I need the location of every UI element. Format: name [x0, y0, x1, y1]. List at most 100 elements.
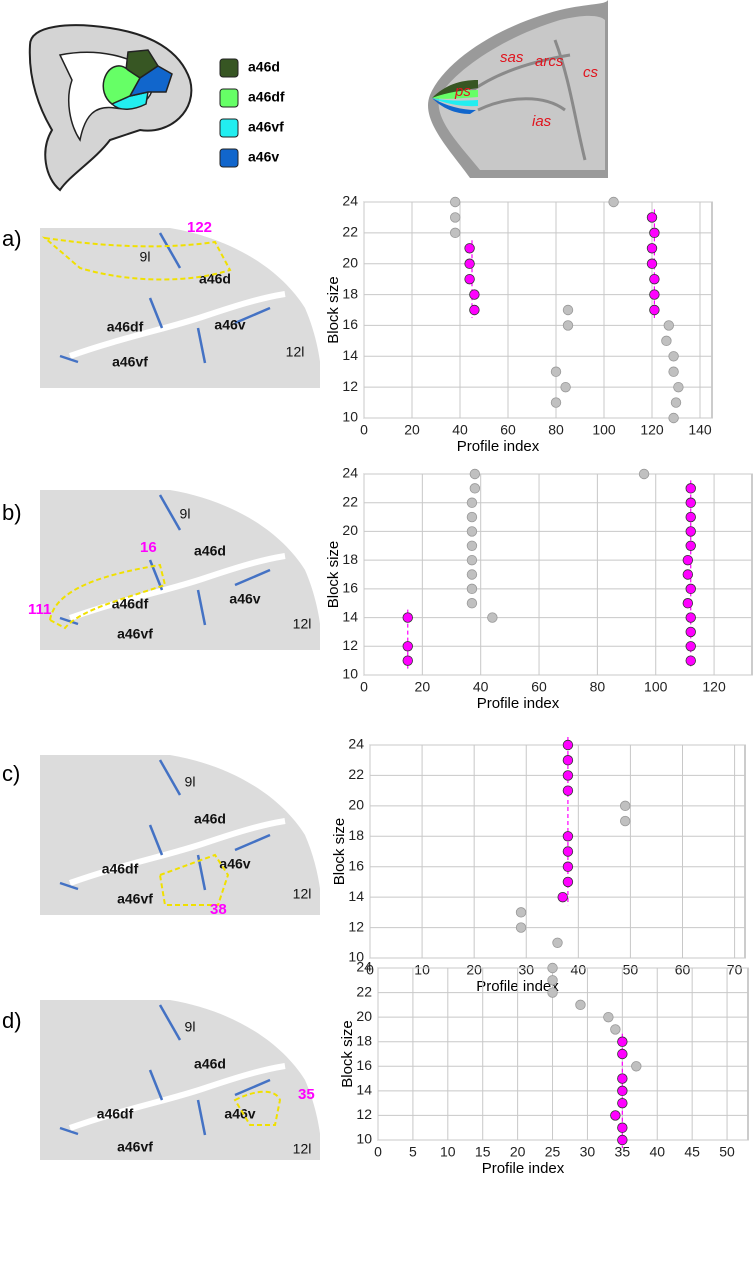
point	[685, 526, 696, 537]
point	[670, 397, 682, 408]
x-tick-label: 80	[590, 679, 606, 695]
boundary-line	[196, 589, 207, 626]
y-tick-label: 22	[342, 493, 358, 509]
y-axis-title: Block size	[325, 276, 342, 344]
y-tick-label: 22	[348, 766, 364, 782]
point	[464, 258, 475, 269]
region-label: 9l	[185, 774, 196, 790]
boundary-line	[158, 494, 182, 531]
point	[668, 412, 679, 424]
x-tick-label: 40	[649, 1144, 665, 1160]
y-tick-label: 18	[356, 1032, 372, 1048]
x-tick-label: 20	[510, 1144, 526, 1160]
section-diagram	[28, 24, 193, 192]
point	[610, 1110, 621, 1121]
x-axis-title: Profile index	[457, 438, 540, 455]
point	[682, 598, 694, 609]
y-tick-label: 20	[342, 522, 358, 538]
point	[646, 258, 658, 269]
point	[450, 196, 461, 208]
roi-outline	[158, 853, 230, 906]
point	[608, 196, 619, 208]
roi-outline	[41, 236, 232, 281]
point	[402, 641, 413, 652]
x-tick-label: 70	[727, 962, 743, 978]
tissue-edge	[40, 998, 330, 1160]
point	[469, 468, 481, 480]
point	[646, 243, 658, 254]
histology-image: 9l a46d a46df a46v a46vf 12l 16 111	[28, 488, 330, 650]
point	[638, 468, 650, 480]
point	[547, 962, 558, 974]
y-tick-label: 18	[342, 285, 358, 301]
boundary-line	[59, 354, 79, 364]
point	[631, 1061, 642, 1072]
x-tick-label: 15	[475, 1144, 491, 1160]
sulcus	[68, 291, 286, 359]
legend-label: a46vf	[248, 119, 284, 135]
y-tick-label: 18	[348, 827, 364, 843]
brain-label: cs	[583, 64, 599, 81]
x-tick-label: 60	[531, 679, 547, 695]
region-label: a46vf	[117, 1139, 153, 1155]
point	[661, 335, 672, 347]
point	[617, 1036, 628, 1047]
y-tick-label: 14	[356, 1082, 372, 1098]
x-tick-label: 0	[366, 962, 374, 978]
x-tick-label: 45	[684, 1144, 700, 1160]
boundary-line	[234, 833, 271, 852]
point	[682, 554, 694, 566]
x-tick-label: 40	[571, 962, 587, 978]
y-axis-title: Block size	[339, 1020, 356, 1088]
histology-image: 9l a46d a46df a46v a46vf 12l 35	[40, 998, 330, 1160]
y-axis-title: Block size	[325, 541, 342, 609]
y-tick-label: 14	[348, 888, 364, 904]
x-tick-label: 120	[702, 679, 726, 695]
x-tick-label: 40	[452, 422, 468, 438]
y-tick-label: 20	[356, 1008, 372, 1024]
y-tick-label: 20	[342, 254, 358, 270]
point	[562, 831, 574, 842]
region-label: a46v	[229, 591, 260, 607]
point	[562, 861, 574, 872]
legend-swatch	[219, 148, 239, 168]
x-tick-label: 50	[719, 1144, 735, 1160]
x-tick-label: 120	[640, 422, 664, 438]
x-tick-label: 10	[440, 1144, 456, 1160]
point	[466, 569, 478, 580]
point	[663, 320, 675, 331]
point	[466, 583, 478, 595]
x-tick-label: 40	[473, 679, 489, 695]
legend-label: a46v	[248, 149, 279, 165]
sulcus	[68, 553, 286, 621]
point	[646, 212, 658, 223]
point	[668, 366, 679, 377]
legend-swatch	[219, 88, 239, 108]
x-tick-label: 0	[374, 1144, 382, 1160]
point	[682, 569, 694, 580]
boundary-line	[59, 616, 79, 626]
point	[685, 511, 696, 523]
boundary-line	[59, 1126, 79, 1136]
roi-outline	[48, 563, 167, 630]
point	[649, 289, 660, 300]
point	[562, 320, 574, 331]
panel-label: d)	[2, 1008, 22, 1033]
point	[685, 655, 696, 666]
region-label: a46vf	[117, 626, 153, 642]
x-tick-label: 0	[360, 422, 368, 438]
x-tick-label: 25	[545, 1144, 561, 1160]
point	[466, 511, 478, 523]
boundary-line	[234, 568, 271, 587]
region-label: a46d	[194, 1056, 226, 1072]
brain-label: sas	[500, 49, 524, 66]
point	[552, 937, 563, 948]
region-label: a46d	[194, 811, 226, 827]
y-tick-label: 22	[342, 224, 358, 240]
region-label: a46v	[219, 856, 250, 872]
point	[450, 227, 461, 239]
legend-label: a46df	[248, 89, 285, 105]
point	[560, 381, 571, 393]
x-tick-label: 60	[675, 962, 691, 978]
